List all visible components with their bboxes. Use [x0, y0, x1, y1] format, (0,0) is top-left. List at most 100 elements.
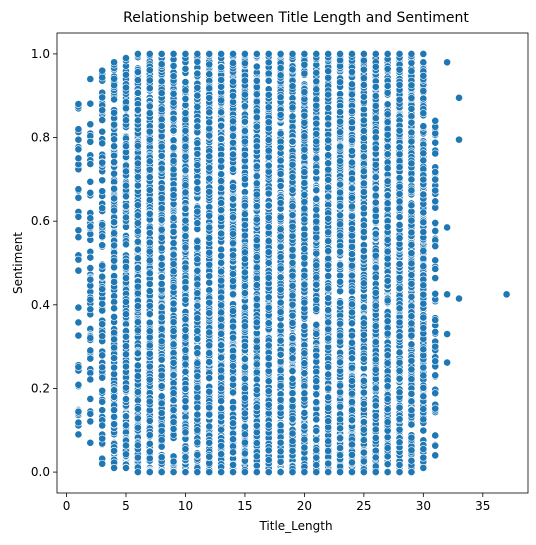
data-point	[74, 418, 83, 427]
data-point	[86, 137, 95, 146]
data-point	[276, 253, 285, 261]
data-point	[229, 59, 237, 67]
data-point	[181, 94, 190, 103]
data-point	[98, 363, 107, 372]
data-point	[205, 309, 214, 317]
data-point	[193, 219, 202, 227]
data-point	[181, 142, 190, 151]
data-point	[193, 289, 202, 297]
data-point	[288, 319, 297, 327]
data-point	[276, 298, 285, 307]
data-point	[86, 177, 95, 186]
data-point	[241, 210, 249, 219]
data-point	[98, 204, 107, 213]
data-point	[276, 71, 285, 80]
data-point	[181, 166, 190, 175]
data-point	[217, 251, 226, 260]
data-point	[86, 354, 95, 363]
data-point	[264, 103, 273, 112]
data-point	[169, 239, 178, 248]
data-point	[288, 50, 297, 58]
data-point	[241, 422, 249, 431]
data-point	[229, 165, 237, 174]
data-point	[217, 329, 226, 338]
data-point	[229, 352, 237, 361]
data-point	[110, 120, 118, 129]
data-point	[133, 159, 142, 168]
data-point	[181, 50, 190, 58]
data-point	[205, 341, 214, 350]
data-point	[193, 255, 202, 264]
data-point	[205, 248, 214, 257]
data-point	[133, 211, 142, 220]
data-point	[288, 172, 297, 181]
data-point	[241, 50, 249, 58]
data-point	[181, 396, 190, 405]
data-point	[145, 362, 154, 371]
data-point	[252, 76, 261, 85]
data-point	[205, 358, 214, 366]
data-point	[276, 242, 285, 251]
data-point	[276, 336, 285, 345]
data-point	[133, 201, 142, 210]
data-point	[133, 318, 142, 326]
data-point	[169, 136, 178, 145]
data-point	[74, 331, 83, 340]
data-point	[181, 453, 190, 462]
data-point	[133, 361, 142, 370]
data-point	[264, 341, 273, 350]
data-point	[169, 425, 178, 433]
data-point	[264, 360, 273, 369]
data-point	[157, 50, 166, 58]
data-point	[252, 343, 261, 352]
data-point	[229, 77, 237, 86]
data-point	[217, 397, 226, 405]
data-point	[122, 310, 130, 319]
data-point	[217, 214, 226, 222]
data-point	[145, 269, 154, 278]
data-point	[86, 305, 95, 314]
data-point	[193, 468, 202, 476]
data-point	[157, 409, 166, 417]
data-point	[86, 188, 95, 197]
data-point	[86, 334, 95, 342]
data-point	[252, 142, 261, 151]
data-point	[157, 164, 166, 173]
data-point	[276, 285, 285, 294]
data-point	[217, 76, 226, 84]
data-point	[122, 464, 130, 472]
data-point	[205, 278, 214, 287]
data-point	[252, 439, 261, 447]
data-point	[217, 170, 226, 179]
data-point	[145, 447, 154, 456]
data-point	[157, 426, 166, 435]
data-point	[98, 73, 107, 82]
data-point	[217, 82, 226, 91]
data-point	[169, 457, 178, 466]
data-point	[288, 259, 297, 267]
data-point	[205, 468, 214, 476]
data-point	[122, 167, 130, 176]
data-point	[229, 50, 237, 58]
data-point	[169, 406, 178, 414]
data-point	[264, 468, 273, 476]
data-point	[169, 114, 178, 123]
data-point	[181, 86, 190, 95]
data-point	[264, 201, 273, 210]
data-point	[229, 403, 237, 412]
data-point	[252, 368, 261, 377]
data-point	[133, 219, 142, 228]
data-point	[110, 158, 118, 167]
data-point	[193, 280, 202, 289]
data-point	[193, 327, 202, 335]
data-point	[110, 304, 118, 313]
data-point	[98, 116, 107, 124]
data-point	[169, 250, 178, 259]
data-point	[133, 423, 142, 432]
data-point	[74, 135, 83, 144]
data-point	[288, 245, 297, 254]
data-point	[241, 59, 249, 68]
data-point	[276, 169, 285, 178]
data-point	[74, 212, 83, 221]
data-point	[241, 76, 249, 85]
